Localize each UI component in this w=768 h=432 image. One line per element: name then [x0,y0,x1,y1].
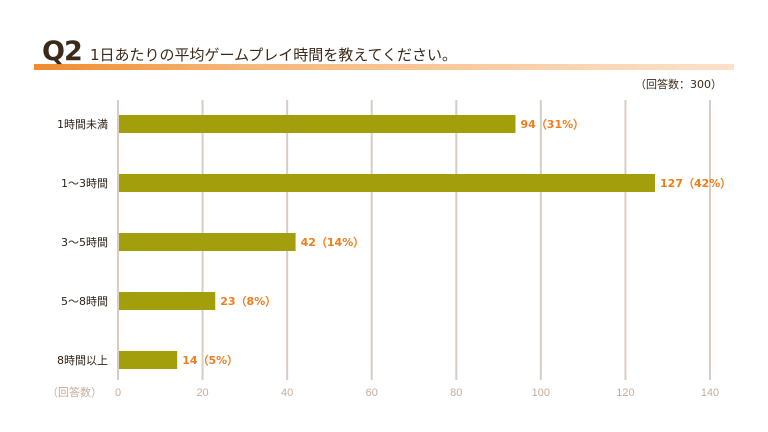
x-axis-label: （回答数） [47,385,102,399]
bar [119,292,216,310]
x-tick-label: 0 [115,387,121,399]
x-tick-label: 140 [701,387,719,399]
category-label: 1時間未満 [57,118,108,131]
question-number: Q2 [42,36,83,67]
x-tick-label: 40 [281,387,293,399]
chart-header: Q2 1日あたりの平均ゲームプレイ時間を教えてください。 [34,36,734,70]
bar [119,233,296,251]
x-tick-label: 100 [532,387,550,399]
bar [119,174,656,192]
category-label: 8時間以上 [57,354,108,367]
x-tick-label: 120 [616,387,634,399]
x-tick-label: 80 [450,387,462,399]
bar [119,115,516,133]
category-label: 5〜8時間 [61,295,108,308]
category-label: 1〜3時間 [61,177,108,190]
data-label: 42（14%） [301,236,365,249]
x-tick-label: 60 [366,387,378,399]
data-label: 127（42%） [660,177,731,190]
header-underline [34,64,734,70]
x-tick-label: 20 [196,387,208,399]
category-label: 3〜5時間 [61,236,108,249]
data-label: 14（5%） [182,354,238,367]
bar [119,351,178,369]
data-label: 94（31%） [520,118,584,131]
respondent-count: （回答数：300） [635,78,722,91]
chart-title: 1日あたりの平均ゲームプレイ時間を教えてください。 [90,46,457,64]
data-label: 23（8%） [220,295,276,308]
